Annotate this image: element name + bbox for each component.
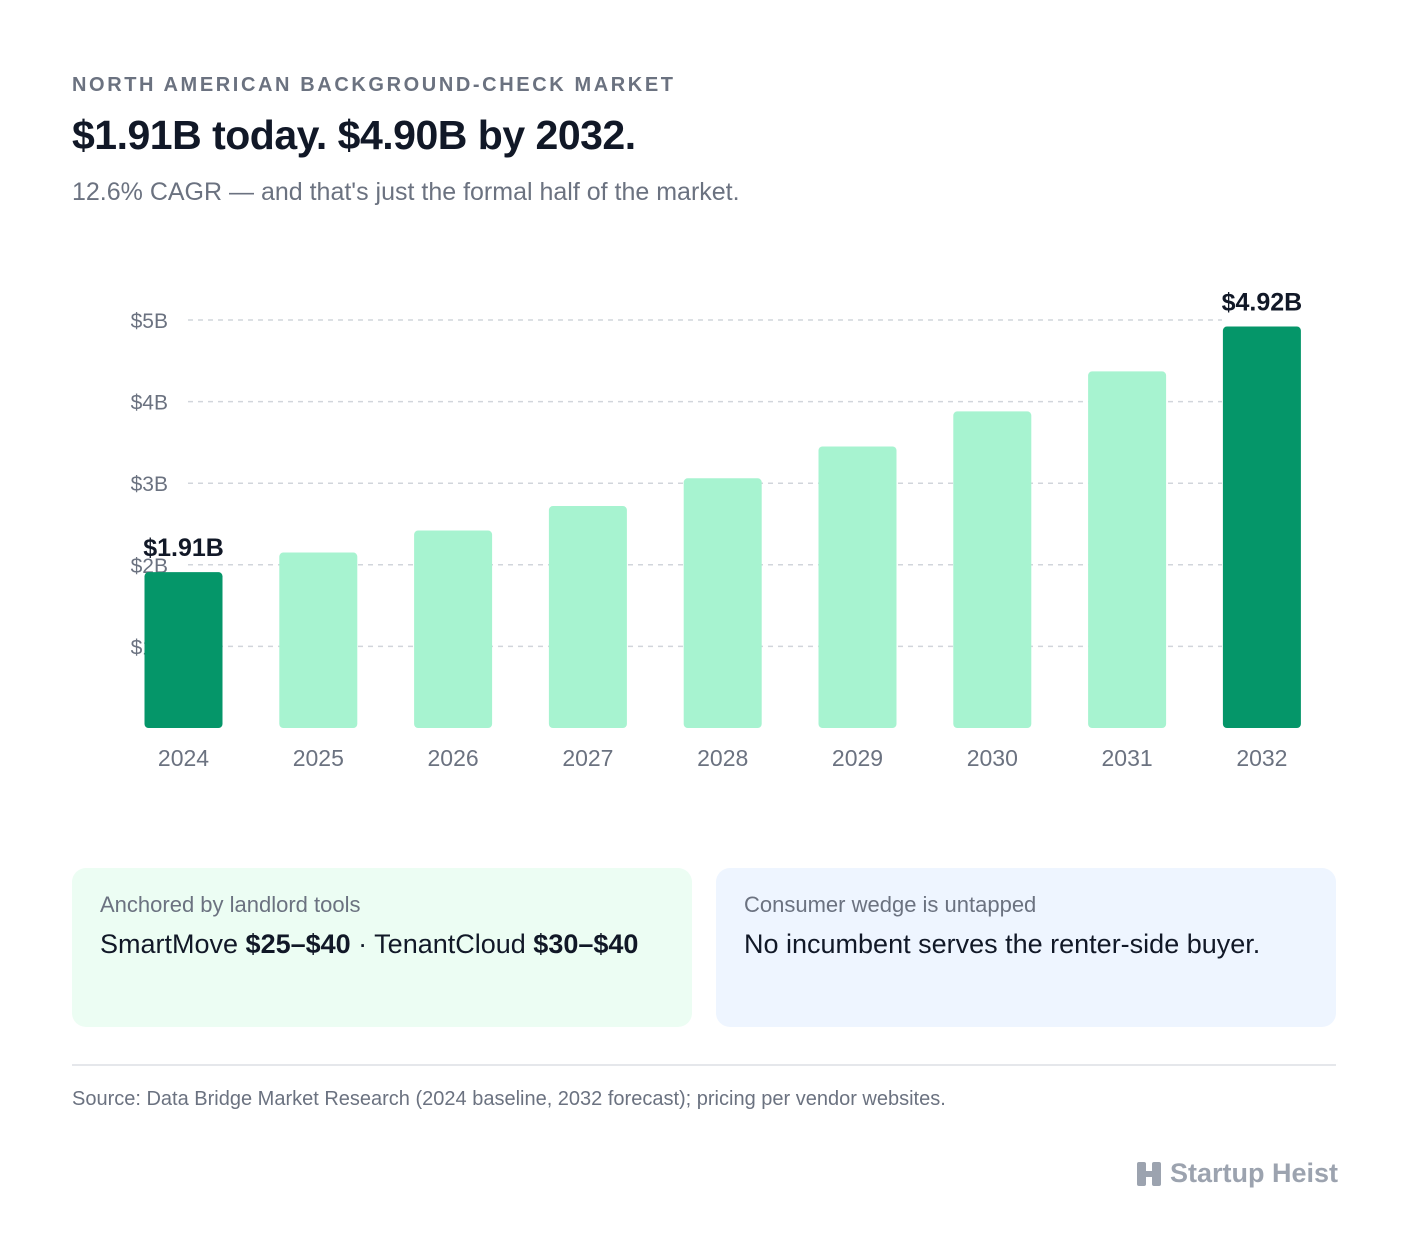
consumer-wedge-card: Consumer wedge is untapped No incumbent … bbox=[716, 868, 1336, 1027]
market-bar-chart: $1B$2B$3B$4B$5B 202420252026202720282029… bbox=[131, 289, 1303, 771]
x-tick-label: 2032 bbox=[1236, 745, 1287, 771]
x-tick-label: 2025 bbox=[293, 745, 344, 771]
y-tick-label: $2B bbox=[131, 555, 168, 578]
card-text: · TenantCloud bbox=[350, 929, 534, 959]
card-label: Anchored by landlord tools bbox=[100, 892, 361, 917]
data-label-2032: $4.92B bbox=[1222, 289, 1303, 317]
landlord-tools-card: Anchored by landlord tools SmartMove $25… bbox=[72, 868, 692, 1027]
source-note: Source: Data Bridge Market Research (202… bbox=[72, 1088, 946, 1110]
x-tick-label: 2027 bbox=[562, 745, 613, 771]
x-tick-label: 2030 bbox=[967, 745, 1018, 771]
bar-2024 bbox=[144, 572, 223, 728]
subheadline: 12.6% CAGR — and that's just the formal … bbox=[72, 178, 740, 206]
bar-2031 bbox=[1088, 371, 1167, 728]
eyebrow-label: NORTH AMERICAN BACKGROUND-CHECK MARKET bbox=[72, 74, 676, 96]
tenantcloud-price: $30–$40 bbox=[533, 929, 639, 959]
x-tick-label: 2024 bbox=[158, 745, 209, 771]
bar-2029 bbox=[818, 446, 897, 728]
card-label: Consumer wedge is untapped bbox=[744, 892, 1037, 917]
smartmove-price: $25–$40 bbox=[245, 929, 351, 959]
brand-name: Startup Heist bbox=[1169, 1158, 1338, 1188]
card-text: SmartMove bbox=[100, 929, 246, 959]
card-body: No incumbent serves the renter-side buye… bbox=[744, 929, 1261, 959]
bar-2027 bbox=[548, 506, 627, 728]
y-tick-label: $4B bbox=[131, 392, 168, 415]
building-logo-icon bbox=[1136, 1161, 1161, 1186]
bar-2026 bbox=[414, 530, 493, 728]
bar-2025 bbox=[279, 552, 358, 728]
brand-logo: Startup Heist bbox=[1136, 1158, 1338, 1189]
x-tick-label: 2031 bbox=[1102, 745, 1153, 771]
y-tick-label: $5B bbox=[131, 310, 168, 333]
bar-2032 bbox=[1222, 326, 1301, 728]
bar-2030 bbox=[953, 411, 1032, 728]
divider bbox=[72, 1064, 1336, 1066]
x-tick-label: 2029 bbox=[832, 745, 883, 771]
x-tick-label: 2028 bbox=[697, 745, 748, 771]
x-tick-label: 2026 bbox=[428, 745, 479, 771]
bar-2028 bbox=[683, 478, 762, 728]
y-tick-label: $3B bbox=[131, 473, 168, 496]
card-body: SmartMove $25–$40 · TenantCloud $30–$40 bbox=[100, 924, 664, 964]
data-label-2024: $1.91B bbox=[143, 534, 224, 562]
headline: $1.91B today. $4.90B by 2032. bbox=[72, 112, 636, 158]
